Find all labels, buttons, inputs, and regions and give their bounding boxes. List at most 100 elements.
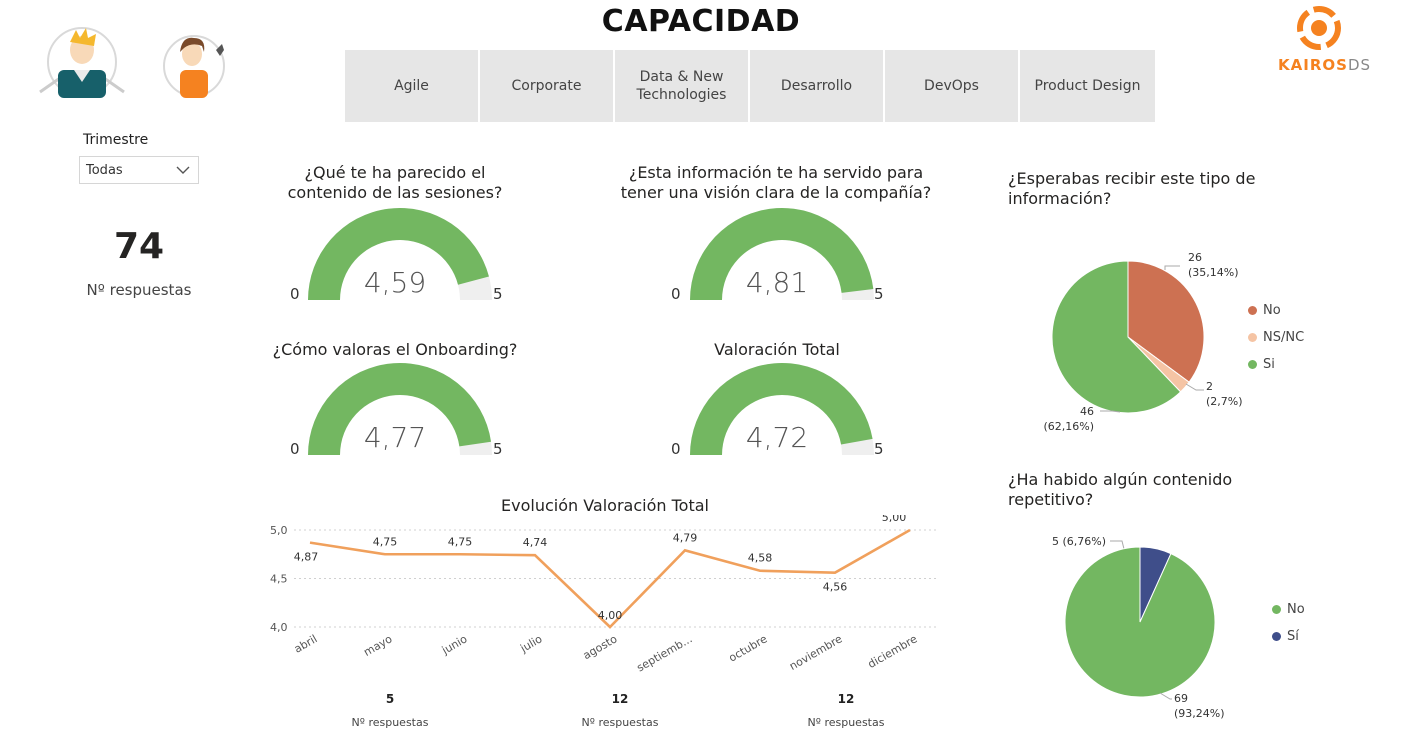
logo-text-ds: DS [1347, 56, 1372, 74]
pie-1-legend-nsnc[interactable]: NS/NC [1248, 324, 1304, 351]
gauge-3-max: 5 [493, 440, 503, 458]
data-label: 4,79 [673, 531, 698, 544]
x-tick-label: noviembre [787, 632, 845, 673]
pie-2-slice-1[interactable] [1064, 546, 1216, 698]
data-label: 4,58 [748, 552, 773, 565]
gauge-2 [690, 207, 874, 300]
line-chart-title: Evolución Valoración Total [501, 496, 709, 515]
pie-2-chart: 5 (6,76%) 69 (93,24%) [1052, 535, 1225, 720]
x-tick-label: agosto [581, 632, 620, 662]
gauge-3 [308, 362, 492, 455]
gauge-3-value: 4,77 [363, 421, 427, 454]
footer-3-num: 12 [837, 692, 855, 706]
gauge-1-max: 5 [493, 285, 503, 303]
kairos-ring-icon [1297, 6, 1341, 50]
gauge-3-min: 0 [290, 440, 300, 458]
pie-2-slice-label: 5 (6,76%) [1052, 535, 1106, 548]
logo-text-o: O [1322, 56, 1337, 74]
gauge-2-title: ¿Esta información te ha servido para ten… [620, 163, 932, 202]
pie-1-slice-0[interactable] [1127, 260, 1205, 383]
data-label: 4,87 [294, 551, 319, 564]
legend-dot-si [1248, 360, 1257, 369]
tab-agile[interactable]: Agile [345, 50, 478, 122]
tab-desarrollo[interactable]: Desarrollo [750, 50, 883, 122]
footer-1-num: 5 [385, 692, 395, 706]
x-tick-label: julio [517, 632, 544, 655]
pie-1-legend-si[interactable]: Si [1248, 351, 1304, 378]
line-chart: 5,0 4,5 4,0 4,87 4,75 4,75 4,74 4,00 4,79 4,58 4,5… [270, 515, 938, 675]
legend-dot-nsnc [1248, 333, 1257, 342]
pie-2-legend-no[interactable]: No [1272, 596, 1305, 623]
avatar-man-icon [39, 27, 125, 98]
tab-devops[interactable]: DevOps [885, 50, 1018, 122]
data-label: 4,74 [523, 536, 548, 549]
x-tick-label: diciembre [866, 632, 920, 671]
pie-1-slice-label: 2 [1206, 380, 1213, 393]
gauge-1-value: 4,59 [363, 266, 427, 299]
legend-dot-no-2 [1272, 605, 1281, 614]
chevron-down-icon [176, 166, 190, 174]
pie-2-title: ¿Ha habido algún contenido repetitivo? [1008, 470, 1233, 509]
gauge-2-max: 5 [874, 285, 884, 303]
pie-1-title: ¿Esperabas recibir este tipo de informac… [1008, 169, 1256, 208]
footer-1-label: Nº respuestas [351, 716, 429, 729]
footer-3-label: Nº respuestas [807, 716, 885, 729]
data-label: 4,75 [448, 535, 473, 548]
tab-corporate[interactable]: Corporate [480, 50, 613, 122]
footer-2-num: 12 [611, 692, 629, 706]
legend-dot-si-2 [1272, 632, 1281, 641]
kairos-logo: KAIROSDS [1272, 2, 1382, 76]
gauge-1-min: 0 [290, 285, 300, 303]
tab-product-design[interactable]: Product Design [1020, 50, 1155, 122]
pie-1-slice-2[interactable] [1051, 260, 1182, 414]
avatar-woman-icon [163, 35, 225, 98]
pie-1-leader [1164, 265, 1180, 270]
legend-label-no: No [1263, 303, 1281, 318]
pie-1-slice-label: (62,16%) [1043, 420, 1094, 433]
kpi-label: Nº respuestas [86, 281, 192, 299]
x-tick-label: abril [292, 632, 320, 655]
pie-2-legend: No Sí [1272, 596, 1305, 650]
gauge-fill [690, 362, 873, 455]
legend-dot-no [1248, 306, 1257, 315]
department-tabs: Agile Corporate Data & New Technologies … [345, 50, 1155, 122]
gauge-2-min: 0 [671, 285, 681, 303]
gauge-fill [308, 362, 492, 455]
gauge-4 [690, 362, 874, 455]
pie-1-leader [1100, 410, 1121, 413]
pie-1-legend: No NS/NC Si [1248, 297, 1304, 378]
pie-2-leader [1159, 692, 1172, 700]
tab-data-label: Data & New Technologies [636, 69, 727, 103]
data-label: 5,00 [882, 515, 907, 524]
pie-1-slice-label: 26 [1188, 251, 1202, 264]
pie-2-slice-label: 69 [1174, 692, 1188, 705]
gauge-3-title: ¿Cómo valoras el Onboarding? [272, 340, 518, 359]
trimestre-value: Todas [86, 163, 123, 178]
gauge-1 [308, 207, 492, 300]
pie-1-slice-label: (35,14%) [1188, 266, 1239, 279]
x-tick-label: octubre [727, 632, 770, 664]
x-tick-label: mayo [361, 632, 394, 659]
gauge-fill [308, 207, 489, 300]
y-tick-label: 4,0 [270, 621, 288, 634]
footer-2-label: Nº respuestas [581, 716, 659, 729]
pie-1-slice-label: (2,7%) [1206, 395, 1243, 408]
trimestre-dropdown[interactable]: Todas [79, 156, 199, 184]
tab-data-new-technologies[interactable]: Data & New Technologies [615, 50, 748, 122]
kpi-value: 74 [113, 226, 165, 267]
pie-1-legend-no[interactable]: No [1248, 297, 1304, 324]
logo-text-s: S [1336, 56, 1348, 74]
gauge-fill [690, 207, 874, 300]
legend-label-si: Si [1263, 357, 1275, 372]
gauge-4-title: Valoración Total [714, 340, 840, 359]
gauge-1-title: ¿Qué te ha parecido el contenido de las … [287, 163, 503, 202]
pie-1-slice-label: 46 [1080, 405, 1094, 418]
y-tick-label: 4,5 [270, 573, 288, 586]
pie-1-chart: 26 (35,14%) 2 (2,7%) 46 (62,16%) [1043, 251, 1243, 433]
pie-2-leader [1110, 540, 1125, 550]
gauge-4-max: 5 [874, 440, 884, 458]
page-title: CAPACIDAD [601, 4, 801, 39]
pie-2-legend-si[interactable]: Sí [1272, 623, 1305, 650]
data-label: 4,56 [823, 581, 848, 594]
legend-label-si-2: Sí [1287, 629, 1299, 644]
